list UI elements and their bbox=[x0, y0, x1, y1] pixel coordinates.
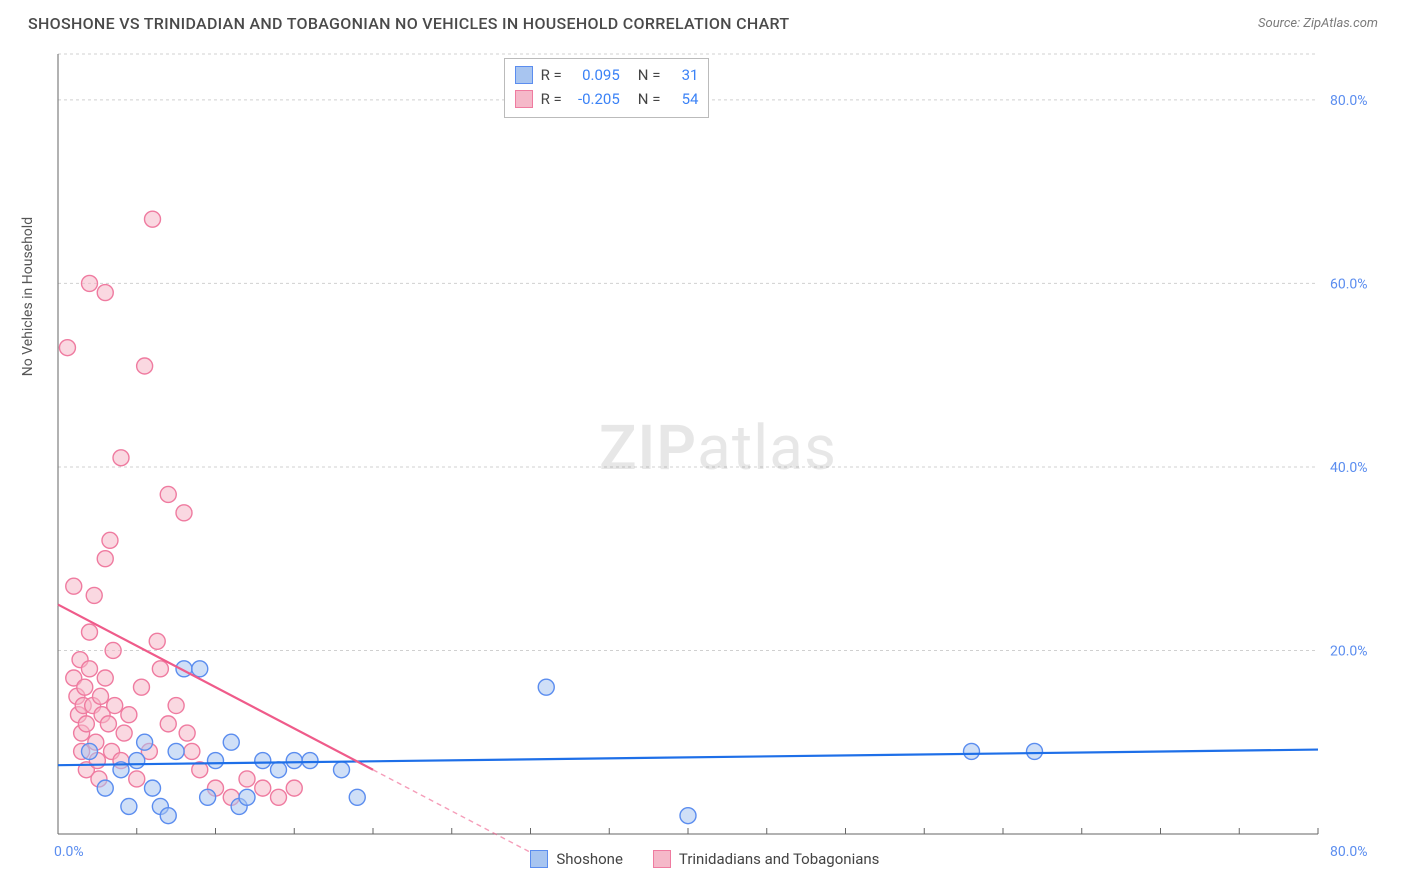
legend-swatch bbox=[530, 850, 548, 868]
n-value: 54 bbox=[668, 87, 698, 111]
r-label: R = bbox=[541, 63, 562, 87]
legend-bottom: Shoshone Trinidadians and Tobagonians bbox=[530, 850, 879, 868]
svg-text:40.0%: 40.0% bbox=[1330, 460, 1368, 476]
legend-label: Shoshone bbox=[556, 850, 623, 868]
stats-row: R = 0.095 N = 31 bbox=[515, 63, 699, 87]
source-attribution: Source: ZipAtlas.com bbox=[1258, 16, 1378, 31]
y-axis-label: No Vehicles in Household bbox=[20, 217, 36, 376]
chart-area: No Vehicles in Household 20.0%40.0%60.0%… bbox=[48, 44, 1388, 868]
legend-swatch bbox=[653, 850, 671, 868]
r-label: R = bbox=[541, 87, 562, 111]
legend-item: Shoshone bbox=[530, 850, 623, 868]
legend-item: Trinidadians and Tobagonians bbox=[653, 850, 879, 868]
correlation-stats-box: R = 0.095 N = 31 R = -0.205 N = 54 bbox=[504, 58, 710, 118]
svg-text:20.0%: 20.0% bbox=[1330, 643, 1368, 659]
chart-title: SHOSHONE VS TRINIDADIAN AND TOBAGONIAN N… bbox=[28, 14, 789, 33]
scatter-chart-svg: 20.0% 40.0% 60.0% 80.0% 0.0% 80.0% bbox=[48, 44, 1388, 868]
r-value: 0.095 bbox=[570, 63, 620, 87]
svg-text:80.0%: 80.0% bbox=[1330, 93, 1368, 109]
svg-text:80.0%: 80.0% bbox=[1330, 844, 1368, 860]
series-swatch bbox=[515, 66, 533, 84]
series-swatch bbox=[515, 90, 533, 108]
n-label: N = bbox=[638, 87, 661, 111]
svg-text:0.0%: 0.0% bbox=[54, 844, 84, 860]
legend-label: Trinidadians and Tobagonians bbox=[679, 850, 879, 868]
n-value: 31 bbox=[668, 63, 698, 87]
r-value: -0.205 bbox=[570, 87, 620, 111]
n-label: N = bbox=[638, 63, 661, 87]
svg-text:60.0%: 60.0% bbox=[1330, 276, 1368, 292]
stats-row: R = -0.205 N = 54 bbox=[515, 87, 699, 111]
